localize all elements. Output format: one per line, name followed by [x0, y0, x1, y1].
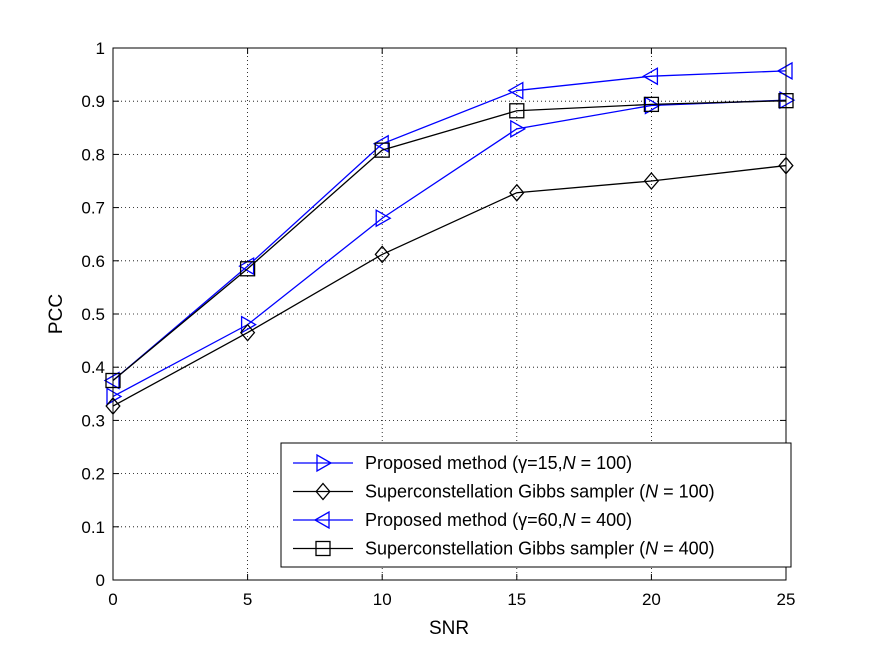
x-axis-title: SNR — [429, 618, 469, 639]
data-point — [240, 315, 257, 334]
data-point — [644, 96, 661, 115]
data-point — [642, 67, 659, 86]
x-tick-label: 20 — [642, 590, 661, 609]
legend-marker — [315, 540, 331, 557]
data-point — [643, 171, 660, 191]
series-2 — [105, 156, 794, 416]
x-tick-label: 0 — [108, 590, 117, 609]
y-tick-label: 0.1 — [81, 518, 105, 537]
data-point — [509, 103, 525, 119]
data-point — [374, 245, 390, 264]
y-tick-label: 0.8 — [81, 145, 105, 164]
legend-entry: Proposed method (γ=60,N = 400) — [293, 510, 632, 530]
data-point — [779, 91, 796, 110]
y-tick-label: 1 — [96, 39, 105, 58]
legend-label: Superconstellation Gibbs sampler (N = 10… — [365, 482, 715, 502]
x-tick-label: 15 — [507, 590, 526, 609]
data-point — [106, 387, 123, 406]
series-line — [112, 100, 787, 382]
legend-entry: Superconstellation Gibbs sampler (N = 40… — [293, 539, 715, 559]
y-tick-label: 0.3 — [81, 411, 105, 430]
axis-ticks: 0 5 10 15 20 25 0 0.1 0.2 0.3 0.4 0.5 0.6 0.7 0.8 0.9 1 — [81, 39, 795, 609]
data-point — [239, 323, 256, 342]
series-line — [112, 70, 787, 381]
data-point — [374, 142, 390, 158]
y-tick-label: 0.2 — [81, 465, 105, 484]
data-point — [509, 183, 525, 202]
series-group — [103, 61, 796, 416]
data-point — [510, 119, 527, 138]
data-point — [375, 209, 392, 228]
series-1 — [106, 91, 796, 406]
legend-label: Proposed method (γ=15,N = 100) — [365, 453, 632, 473]
y-tick-label: 0 — [96, 571, 105, 590]
legend-entry: Superconstellation Gibbs sampler (N = 10… — [293, 482, 715, 502]
y-tick-label: 0.9 — [81, 92, 105, 111]
y-tick-label: 0.5 — [81, 305, 105, 324]
legend-label: Superconstellation Gibbs sampler (N = 40… — [365, 539, 715, 559]
data-point — [507, 81, 524, 100]
legend-label: Proposed method (γ=60,N = 400) — [365, 510, 632, 530]
data-point — [103, 371, 120, 390]
data-point — [776, 61, 793, 80]
legend-marker — [313, 510, 330, 530]
grid — [113, 48, 786, 580]
legend-marker — [316, 453, 333, 473]
x-tick-label: 25 — [777, 590, 796, 609]
data-point — [643, 96, 660, 113]
legend-box — [280, 442, 792, 568]
x-tick-label: 5 — [243, 590, 252, 609]
series-line — [112, 99, 787, 398]
y-tick-label: 0.6 — [81, 252, 105, 271]
legend-entry: Proposed method (γ=15,N = 100) — [293, 453, 632, 473]
x-tick-label: 10 — [373, 590, 392, 609]
legend: Proposed method (γ=15,N = 100) Superconst… — [280, 442, 792, 568]
y-axis-title: PCC — [46, 294, 67, 334]
legend-marker — [315, 482, 331, 501]
y-tick-label: 0.7 — [81, 199, 105, 218]
series-line — [112, 164, 787, 407]
y-tick-label: 0.4 — [81, 358, 105, 377]
data-point — [239, 261, 256, 277]
